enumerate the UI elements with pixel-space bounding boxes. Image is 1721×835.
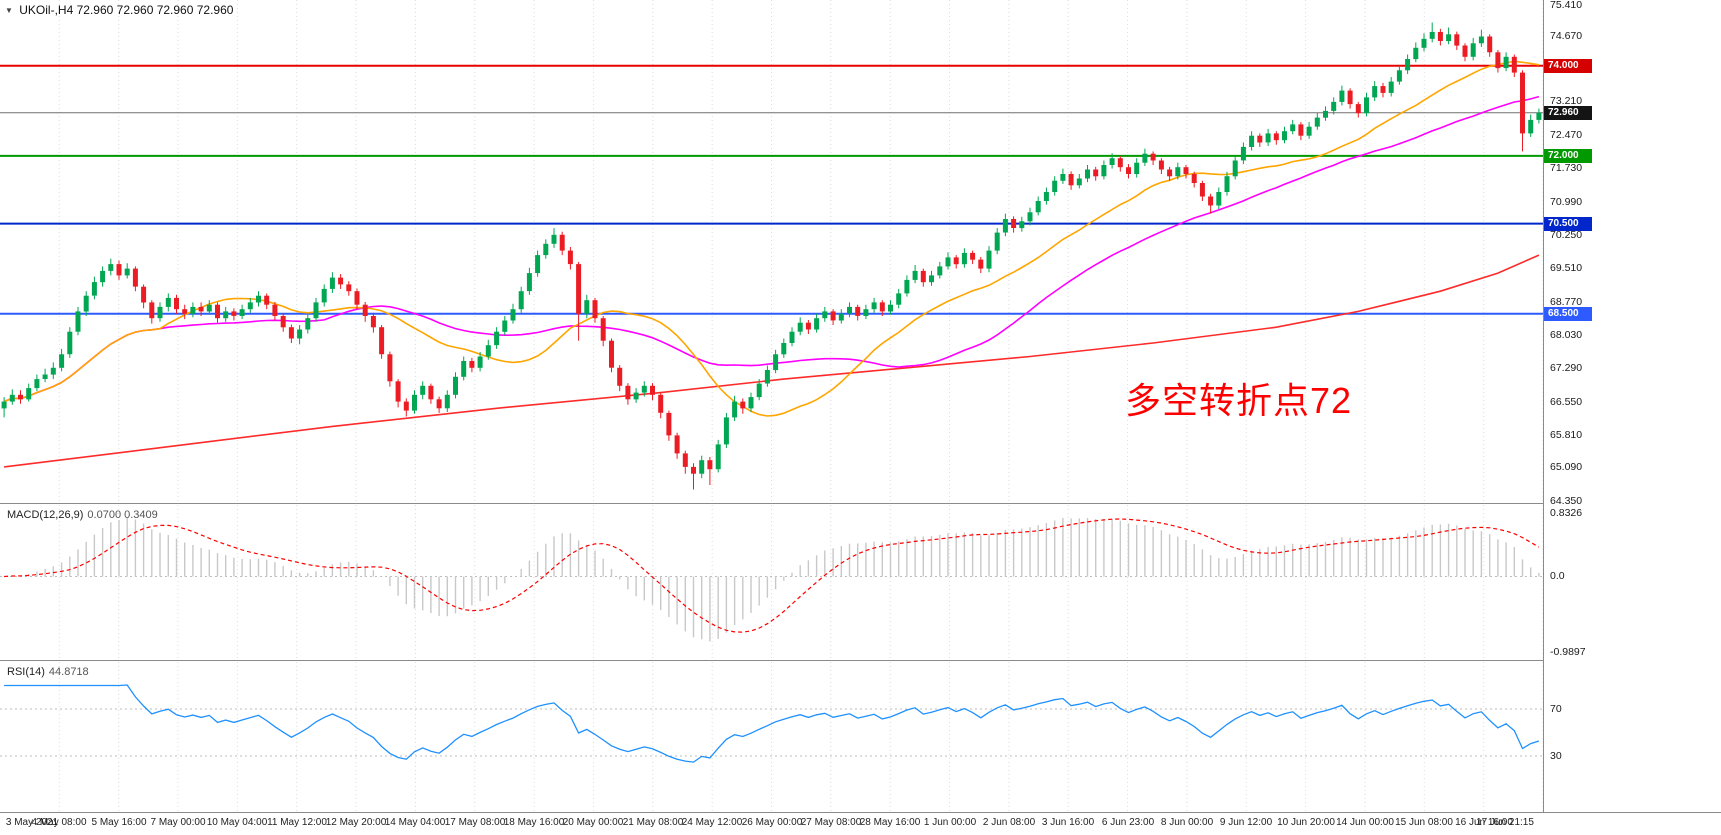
macd-panel[interactable] <box>0 505 1543 660</box>
rsi-level-30-label: 30 <box>1550 750 1562 762</box>
price-tick-label: 74.670 <box>1550 29 1583 42</box>
rsi-value: 44.8718 <box>48 666 89 678</box>
time-label: 3 May 2021 <box>5 817 59 828</box>
price-tick-label: 65.090 <box>1550 461 1583 474</box>
time-label: 9 Jun 12:00 <box>1219 817 1273 828</box>
rsi-level-70-label: 70 <box>1550 703 1562 715</box>
time-label: 26 May 00:00 <box>741 817 803 828</box>
time-label: 18 May 16:00 <box>503 817 565 828</box>
time-label: 10 May 04:00 <box>206 817 268 828</box>
time-label: 27 May 08:00 <box>800 817 862 828</box>
price-tick-label: 68.030 <box>1550 328 1583 341</box>
time-label: 3 Jun 16:00 <box>1041 817 1095 828</box>
rsi-panel[interactable] <box>0 662 1543 812</box>
time-label: 15 Jun 08:00 <box>1395 817 1453 828</box>
time-label: 28 May 16:00 <box>859 817 921 828</box>
panel-separator[interactable] <box>0 503 1721 504</box>
time-label: 5 May 16:00 <box>91 817 147 828</box>
price-tick-label: 66.550 <box>1550 395 1583 408</box>
chart-annotation: 多空转折点72 <box>1125 380 1353 421</box>
dropdown-arrow-icon[interactable]: ▼ <box>5 6 13 15</box>
price-tick-label: 73.210 <box>1550 95 1583 108</box>
symbol-title: UKOil-,H4 <box>19 3 74 17</box>
rsi-name: RSI(14) <box>7 666 45 678</box>
time-label: 17 Jun 21:15 <box>1476 817 1534 828</box>
price-tick-label: 65.810 <box>1550 428 1583 441</box>
main-price-chart[interactable] <box>0 0 1543 503</box>
time-label: 16 Jun 16:00 <box>1455 817 1513 828</box>
price-tick-label: 68.770 <box>1550 295 1583 308</box>
price-tick-label: 72.470 <box>1550 128 1583 141</box>
time-label: 2 Jun 08:00 <box>982 817 1036 828</box>
macd-name: MACD(12,26,9) <box>7 509 84 521</box>
time-label: 20 May 00:00 <box>562 817 624 828</box>
panel-separator <box>0 812 1721 813</box>
macd-label: MACD(12,26,9) 0.0700 0.3409 <box>7 509 158 521</box>
macd-values: 0.0700 0.3409 <box>87 509 158 521</box>
price-tick-label: 70.250 <box>1550 228 1583 241</box>
time-label: 1 Jun 00:00 <box>923 817 977 828</box>
macd-scale-min: -0.9897 <box>1550 646 1586 658</box>
time-label: 7 May 00:00 <box>150 817 206 828</box>
time-label: 17 May 08:00 <box>444 817 506 828</box>
price-tick-label: 69.510 <box>1550 262 1583 275</box>
time-label: 11 May 12:00 <box>267 817 327 828</box>
time-label: 10 Jun 20:00 <box>1277 817 1335 828</box>
price-tick-label: 75.410 <box>1550 0 1583 11</box>
time-label: 8 Jun 00:00 <box>1160 817 1214 828</box>
time-label: 21 May 08:00 <box>622 817 684 828</box>
time-label: 12 May 20:00 <box>325 817 387 828</box>
macd-scale-max: 0.8326 <box>1550 507 1583 519</box>
time-label: 14 Jun 00:00 <box>1336 817 1394 828</box>
price-scale[interactable]: 75.410 74.670 73.210 72.470 71.730 70.990 70.2… <box>1543 0 1721 812</box>
panel-separator[interactable] <box>0 660 1721 661</box>
price-tick-label: 70.990 <box>1550 195 1583 208</box>
price-line-badge: 70.500 <box>1544 216 1592 231</box>
symbol-info-bar: ▼ UKOil-,H4 72.960 72.960 72.960 72.960 <box>5 3 233 17</box>
symbol-ohlc-values: 72.960 72.960 72.960 72.960 <box>76 3 234 17</box>
macd-scale-zero: 0.0 <box>1550 570 1565 582</box>
rsi-label: RSI(14) 44.8718 <box>7 666 89 678</box>
price-tick-label: 64.350 <box>1550 494 1583 507</box>
time-label: 4 May 08:00 <box>31 817 87 828</box>
price-line-badge: 72.000 <box>1544 148 1592 163</box>
price-line-badge: 72.960 <box>1544 105 1592 120</box>
time-axis[interactable]: 3 May 2021 4 May 08:00 5 May 16:00 7 May 00… <box>0 813 1543 835</box>
time-label: 6 Jun 23:00 <box>1101 817 1155 828</box>
price-line-badge: 74.000 <box>1544 58 1592 73</box>
price-tick-label: 71.730 <box>1550 162 1583 175</box>
time-label: 14 May 04:00 <box>384 817 446 828</box>
price-tick-label: 67.290 <box>1550 362 1583 375</box>
time-label: 24 May 12:00 <box>681 817 743 828</box>
price-line-badge: 68.500 <box>1544 306 1592 321</box>
